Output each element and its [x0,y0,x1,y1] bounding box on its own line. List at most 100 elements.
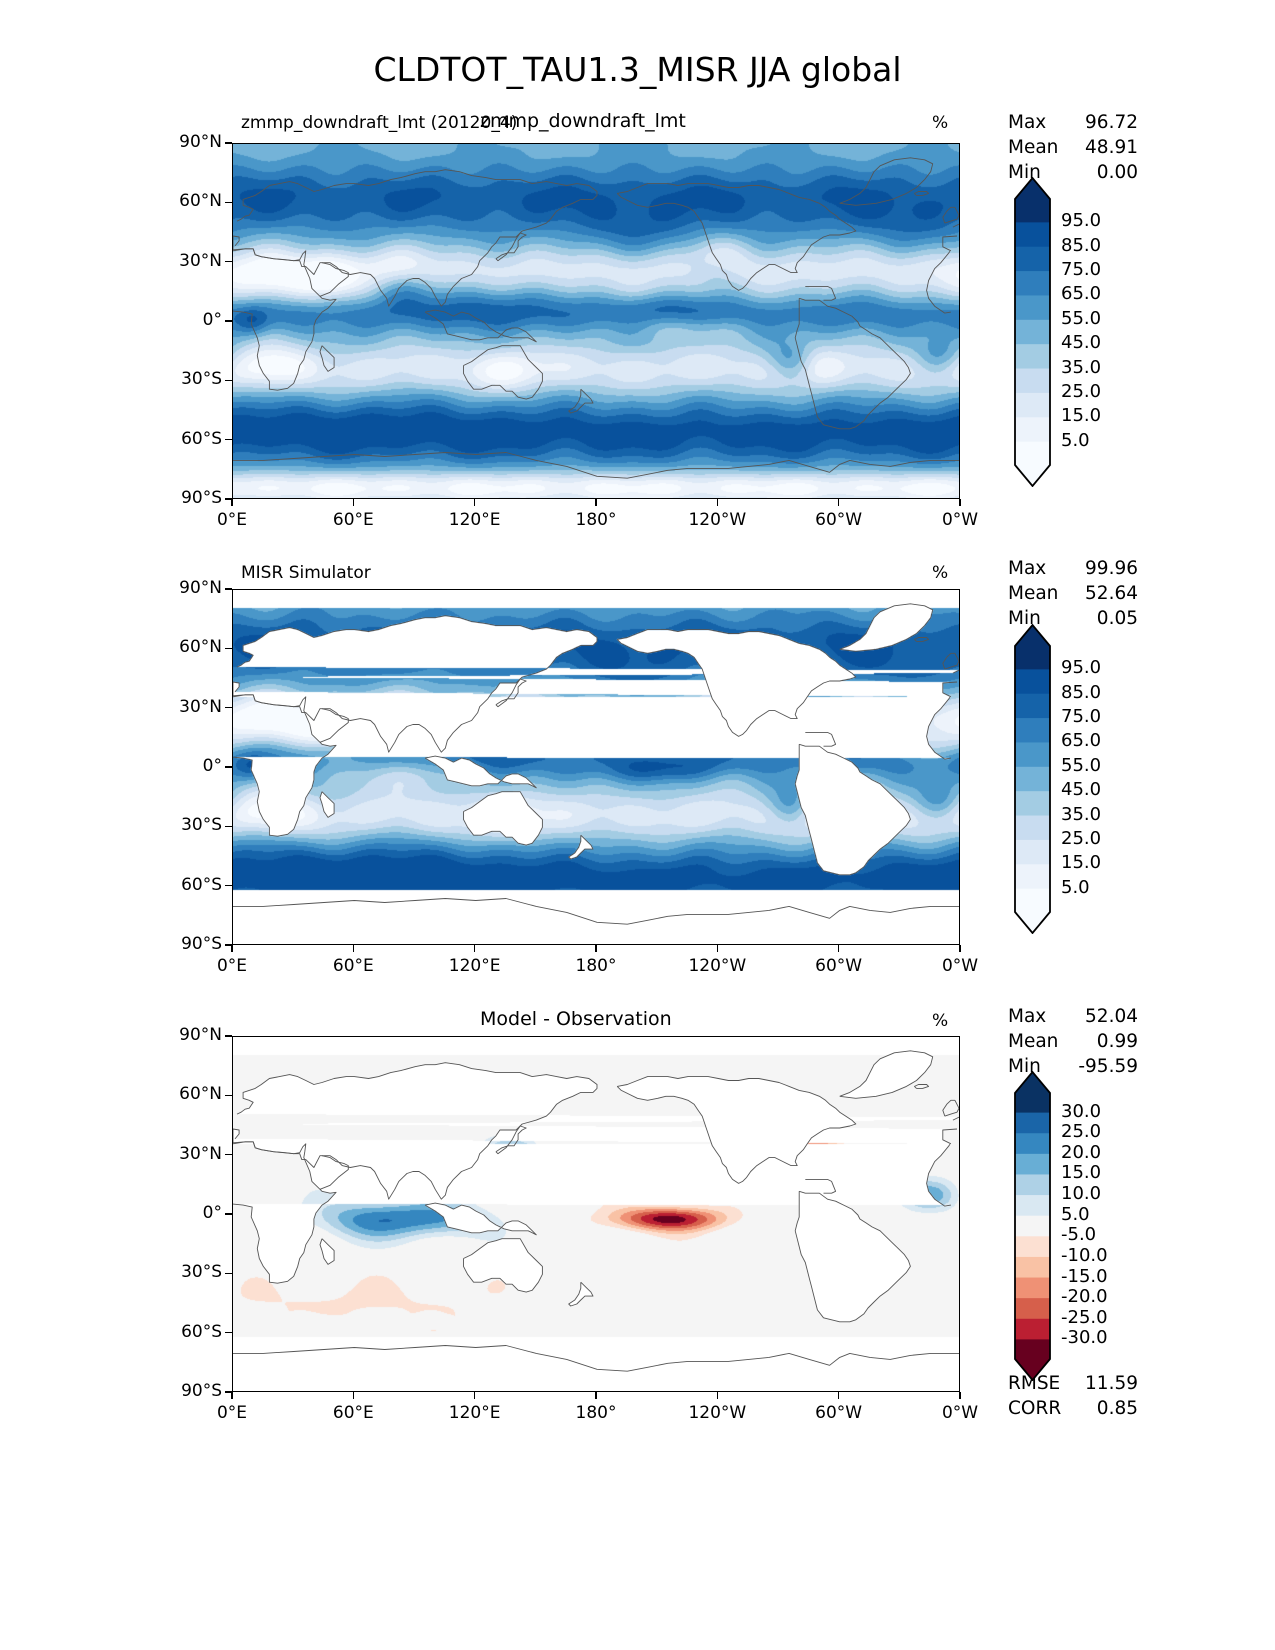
map-difference[interactable] [232,1036,960,1392]
ytick-mark-2-5 [225,1331,232,1334]
colorbar-tick-observation-6: 35.0 [1061,803,1102,825]
colorbar-tick-observation-3: 65.0 [1061,730,1102,752]
colorbar-tick-observation-5: 45.0 [1061,779,1102,801]
map-model[interactable] [232,143,960,499]
ytick-mark-0-1 [225,201,232,204]
colorbar-tick-difference-8: -15.0 [1061,1265,1108,1287]
stat-value-observation-2: 0.05 [1096,608,1138,629]
panel-observation-title-left: MISR Simulator [241,563,371,583]
colorbar-swatches-model [1014,176,1051,488]
map-observation[interactable] [232,589,960,945]
ytick-label-2-2: 30°N [179,1143,222,1164]
colorbar-swatches-observation [1014,623,1051,935]
panel-model-unit: % [932,113,949,133]
stat-value-difference-1: 0.99 [1096,1031,1138,1052]
colorbar-difference[interactable] [1014,1070,1051,1382]
colorbar-tick-model-5: 45.0 [1061,332,1102,354]
colorbar-tick-observation-7: 25.0 [1061,827,1102,849]
ytick-label-2-5: 60°S [181,1321,222,1342]
xtick-mark-0-6 [959,499,961,506]
colorbar-tick-model-4: 55.0 [1061,307,1102,329]
ytick-label-0-4: 30°S [181,369,222,390]
stat-key-observation-1: Mean [1008,583,1059,604]
ytick-label-2-6: 90°S [181,1381,222,1401]
colorbar-observation[interactable] [1014,623,1051,935]
stats-difference: Max 52.04 Mean 0.99 Min -95.59 [1008,1006,1144,1081]
ytick-label-2-1: 60°N [179,1084,222,1105]
xtick-mark-2-3 [595,1392,597,1399]
colorbar-tick-model-8: 15.0 [1061,405,1102,427]
stat-row-difference-mean: Mean 0.99 [1008,1031,1138,1056]
xtick-label-2-6: 0°W [941,1403,979,1423]
stats-difference-extra: RMSE 11.59 CORR 0.85 [1008,1373,1144,1423]
ytick-mark-2-1 [225,1094,232,1097]
ytick-label-0-1: 60°N [179,191,222,212]
xtick-label-0-2: 120°E [448,510,501,530]
map-raster-difference [233,1037,959,1391]
xtick-mark-0-1 [352,499,355,506]
xtick-label-2-1: 60°E [332,1403,374,1423]
stat-row-difference-max: Max 52.04 [1008,1006,1138,1031]
colorbar-tick-difference-0: 30.0 [1061,1100,1102,1122]
ytick-label-0-6: 90°S [181,488,222,508]
panel-model-title-left: zmmp_downdraft_lmt (20120_4) [241,113,518,133]
ytick-mark-1-1 [225,647,232,650]
xtick-mark-2-1 [352,1392,355,1399]
colorbar-tick-model-7: 25.0 [1061,380,1102,402]
stat-key-model-1: Mean [1008,137,1059,158]
xtick-label-0-4: 120°W [688,510,747,530]
ytick-label-1-3: 0° [202,756,222,776]
colorbar-tick-model-0: 95.0 [1061,210,1102,232]
stat-row-difference-rmse: RMSE 11.59 [1008,1373,1138,1398]
panel-difference-title-center: Model - Observation [480,1008,672,1030]
colorbar-tick-difference-7: -10.0 [1061,1244,1108,1266]
xtick-label-0-5: 60°W [815,510,863,530]
xtick-mark-1-4 [716,945,719,952]
ytick-mark-1-6 [225,944,232,946]
colorbar-tick-difference-1: 25.0 [1061,1121,1102,1143]
ytick-mark-2-3 [225,1213,232,1215]
colorbar-tick-model-1: 85.0 [1061,234,1102,256]
colorbar-tick-difference-2: 20.0 [1061,1141,1102,1163]
stat-value-model-0: 96.72 [1085,112,1138,133]
xtick-mark-1-0 [231,945,233,952]
stat-key-observation-0: Max [1008,558,1047,579]
ytick-mark-1-4 [225,825,232,828]
ytick-mark-2-0 [225,1035,232,1037]
ytick-mark-0-4 [225,379,232,382]
stat-value-difference-0: 52.04 [1085,1006,1138,1027]
ytick-label-1-0: 90°N [179,578,222,598]
colorbar-tick-difference-9: -20.0 [1061,1286,1108,1308]
ytick-label-0-5: 60°S [181,428,222,449]
xtick-label-2-5: 60°W [815,1403,863,1423]
ytick-mark-1-3 [225,766,232,768]
xtick-mark-1-5 [837,945,840,952]
ytick-label-0-0: 90°N [179,132,222,152]
colorbar-tick-model-2: 75.0 [1061,259,1102,281]
ytick-label-1-6: 90°S [181,934,222,954]
ytick-mark-1-5 [225,884,232,887]
colorbar-tick-model-9: 5.0 [1061,429,1090,451]
stats-observation: Max 99.96 Mean 52.64 Min 0.05 [1008,558,1144,633]
xtick-mark-1-3 [595,945,597,952]
colorbar-tick-observation-4: 55.0 [1061,754,1102,776]
colorbar-tick-observation-9: 5.0 [1061,876,1090,898]
stat-row-observation-max: Max 99.96 [1008,558,1138,583]
xtick-mark-2-5 [837,1392,840,1399]
ytick-mark-2-4 [225,1272,232,1275]
stat-value-difference-extra-0: 11.59 [1085,1373,1138,1394]
xtick-label-2-0: 0°E [216,1403,248,1423]
colorbar-tick-observation-2: 75.0 [1061,706,1102,728]
colorbar-tick-difference-11: -30.0 [1061,1327,1108,1349]
stat-key-model-0: Max [1008,112,1047,133]
ytick-label-2-0: 90°N [179,1025,222,1045]
colorbar-tick-observation-8: 15.0 [1061,852,1102,874]
xtick-label-0-3: 180° [575,510,617,530]
colorbar-swatches-difference [1014,1070,1051,1382]
panel-difference-unit: % [932,1011,949,1031]
colorbar-model[interactable] [1014,176,1051,488]
map-raster-model [233,144,959,498]
xtick-label-1-4: 120°W [688,956,747,976]
ytick-label-1-1: 60°N [179,637,222,658]
colorbar-tick-difference-10: -25.0 [1061,1306,1108,1328]
